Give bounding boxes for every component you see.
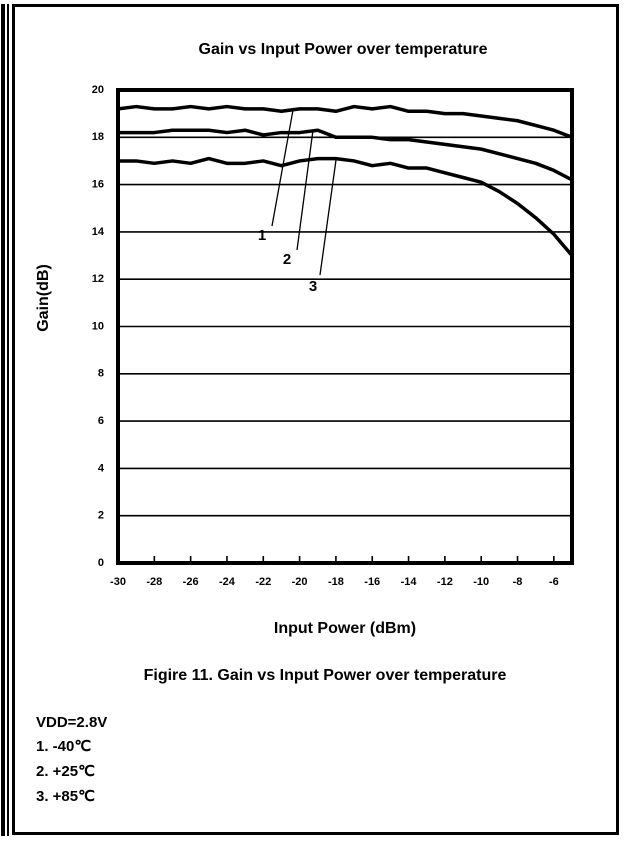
y-tick-label: 4 — [98, 462, 105, 474]
y-tick-label: 20 — [92, 84, 104, 96]
note: 1. -40℃ — [36, 738, 91, 755]
plot-frame — [116, 88, 574, 565]
x-tick-label: -24 — [219, 576, 236, 588]
annotation: 1 — [258, 227, 266, 244]
x-tick-label: -10 — [473, 576, 489, 588]
x-tick-label: -12 — [437, 576, 453, 588]
y-tick-label: 16 — [92, 179, 104, 191]
caption: Figire 11. Gain vs Input Power over temp… — [144, 667, 507, 684]
note: 3. +85℃ — [36, 788, 95, 805]
series-line — [118, 128, 573, 182]
annotation-leader — [296, 129, 314, 251]
x-tick-label: -8 — [513, 576, 523, 588]
note: 2. +25℃ — [36, 763, 95, 780]
x-tick-label: -6 — [549, 576, 559, 588]
y-tick-label: 2 — [98, 510, 104, 522]
y-tick-label: 8 — [98, 368, 104, 380]
frame — [12, 4, 619, 835]
y-tick-label: 6 — [98, 415, 104, 427]
x-tick-label: -20 — [292, 576, 308, 588]
left-bar — [7, 4, 9, 836]
annotation-leader — [319, 159, 337, 276]
annotation-leader — [271, 109, 294, 227]
x-tick-label: -16 — [364, 576, 380, 588]
y-tick-label: 14 — [92, 226, 105, 238]
y-tick-label: 12 — [92, 273, 104, 285]
x-tick-label: -26 — [183, 576, 199, 588]
x-axis-label: Input Power (dBm) — [274, 620, 416, 637]
left-bar — [1, 4, 5, 836]
series-line — [117, 104, 573, 139]
y-tick-label: 10 — [92, 320, 104, 332]
x-tick-label: -18 — [328, 576, 344, 588]
x-tick-label: -28 — [146, 576, 162, 588]
annotation: 2 — [283, 251, 291, 268]
note: VDD=2.8V — [36, 714, 107, 731]
chart-title: Gain vs Input Power over temperature — [199, 41, 488, 58]
x-tick-label: -14 — [401, 576, 418, 588]
y-axis-label: Gain(dB) — [35, 264, 52, 332]
x-tick-label: -22 — [255, 576, 271, 588]
y-tick-label: 18 — [92, 131, 104, 143]
y-tick-label: 0 — [98, 557, 104, 569]
x-tick-label: -30 — [110, 576, 126, 588]
annotation: 3 — [309, 278, 317, 295]
series-line — [118, 156, 574, 257]
